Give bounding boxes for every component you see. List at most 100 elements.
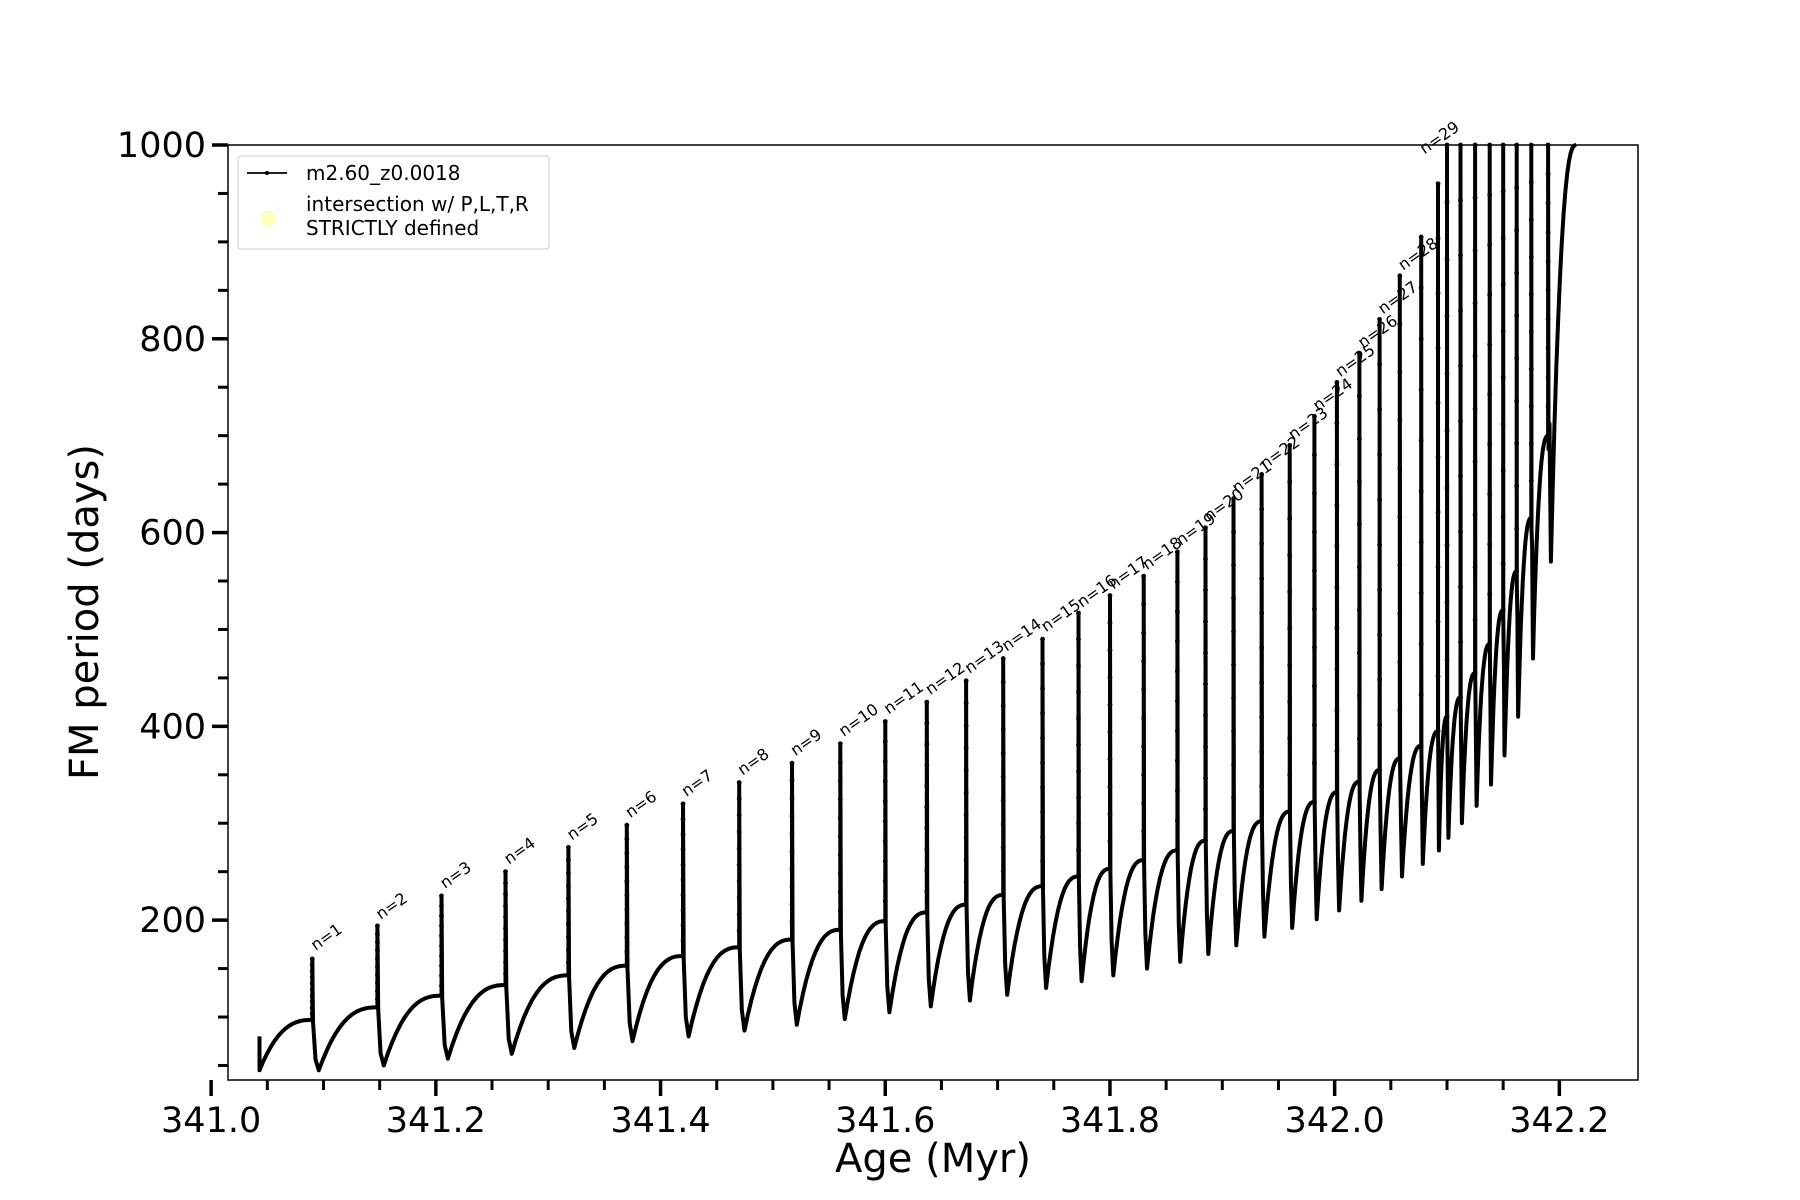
peak-label: n=27 (1374, 277, 1421, 318)
series-point (1259, 784, 1265, 790)
series-point (1259, 645, 1265, 651)
series-point (1500, 235, 1506, 241)
series-point (1000, 868, 1006, 874)
series-point (1040, 760, 1045, 766)
series-point (1435, 674, 1441, 679)
series-point (1203, 744, 1208, 750)
series-point (1334, 543, 1340, 549)
series-point (1444, 485, 1450, 491)
series-point (1312, 491, 1317, 496)
series-point (1528, 179, 1534, 185)
series-point (1500, 607, 1506, 613)
series-point (1500, 328, 1506, 334)
series-point (1487, 441, 1493, 447)
series-point (566, 960, 571, 965)
series-point (1203, 713, 1208, 718)
series-point (309, 1005, 315, 1011)
series-point (1545, 200, 1551, 206)
series-point (1334, 461, 1340, 467)
series-point (1334, 379, 1340, 385)
series-point (1458, 308, 1463, 314)
series-point (1141, 744, 1147, 749)
series-point (1472, 248, 1478, 254)
series-point (1259, 714, 1265, 720)
series-point (1231, 662, 1236, 668)
series-point (624, 864, 630, 870)
series-point (439, 983, 444, 989)
series-point (1377, 407, 1382, 412)
y-tick-label: 800 (139, 320, 206, 360)
series-point (1435, 400, 1441, 406)
series-point (1435, 455, 1441, 460)
series-point (1231, 629, 1236, 634)
series-point (309, 987, 315, 992)
series-point (1231, 795, 1236, 801)
series-point (624, 949, 630, 955)
series-point (1107, 729, 1113, 735)
series-point (1312, 606, 1317, 612)
series-point (1040, 710, 1045, 716)
series-point (924, 867, 930, 873)
series-point (1514, 441, 1520, 446)
series-point (1500, 375, 1506, 380)
series-point (1312, 760, 1317, 766)
series-point (309, 999, 315, 1005)
series-point (503, 914, 508, 920)
series-point (1418, 438, 1424, 443)
series-point (1472, 301, 1478, 306)
series-point (1377, 362, 1382, 367)
series-point (1487, 491, 1493, 497)
series-point (1545, 404, 1551, 410)
series-point (1514, 227, 1520, 233)
series-point (882, 798, 888, 804)
peak-label: n=2 (372, 888, 411, 923)
series-point (1107, 839, 1113, 844)
series-point (1040, 636, 1045, 642)
peak-label: n=4 (500, 833, 539, 868)
series-point (1356, 779, 1362, 784)
series-point (1076, 663, 1081, 669)
y-tick-label: 200 (139, 901, 206, 941)
series-point (680, 953, 686, 959)
series-point (1000, 774, 1006, 780)
series-point (963, 678, 969, 684)
series-point (439, 993, 444, 999)
series-point (736, 895, 742, 901)
series-point (837, 853, 843, 858)
series-point (1545, 433, 1551, 439)
series-point (1203, 587, 1208, 593)
series-point (1514, 483, 1520, 489)
series-point (924, 825, 930, 831)
series-point (1231, 762, 1236, 767)
series-point (1356, 607, 1362, 613)
series-point (1487, 292, 1493, 298)
legend-box (237, 155, 550, 250)
series-point (882, 739, 888, 744)
series-point (736, 944, 742, 950)
series-point (1000, 821, 1006, 827)
series-point (1472, 670, 1478, 676)
series-point (309, 993, 315, 998)
series-point (882, 858, 888, 864)
series-point (1334, 789, 1340, 795)
series-point (1287, 626, 1293, 631)
series-point (736, 928, 742, 934)
series-point (1107, 593, 1113, 598)
series-point (1231, 562, 1236, 568)
series-point (882, 918, 888, 924)
series-point (789, 901, 795, 907)
series-point (837, 908, 843, 914)
series-point (1040, 883, 1045, 889)
series-point (736, 846, 742, 851)
series-point (309, 974, 315, 980)
series-point (309, 956, 315, 962)
series-point (1259, 506, 1265, 512)
series-point (789, 813, 795, 819)
series-point (375, 988, 380, 994)
series-point (503, 982, 508, 988)
series-point (1203, 525, 1208, 531)
series-point (1435, 290, 1441, 296)
series-point (1040, 661, 1045, 667)
series-point (1000, 679, 1006, 685)
